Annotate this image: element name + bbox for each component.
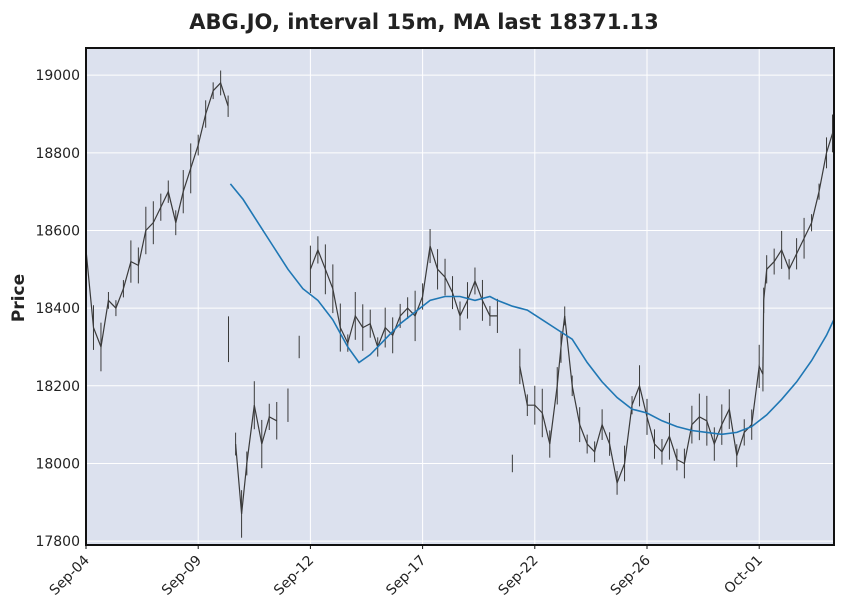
x-tick-label: Sep-04 [47,552,93,598]
y-tick-labels: 17800 18000 18200 18400 18600 18800 19000 [35,68,80,550]
y-tick-label: 19000 [35,68,80,84]
moving-average-series [229,183,835,436]
y-axis-label: Price [9,274,29,322]
x-tick-label: Sep-09 [159,553,205,599]
y-tick-label: 18200 [35,379,80,395]
x-tick-labels: Sep-04 Sep-09 Sep-12 Sep-17 Sep-22 Sep-26 Oct-… [47,552,766,598]
x-tick-label: Sep-12 [271,553,317,599]
y-tick-label: 18400 [35,301,80,317]
x-tick-label: Sep-17 [383,553,429,599]
y-tick-label: 18600 [35,223,80,239]
y-tick-label: 17800 [35,534,80,550]
x-tick-label: Sep-26 [608,552,654,598]
chart-title: ABG.JO, interval 15m, MA last 18371.13 [189,10,658,34]
x-tick-label: Oct-01 [721,553,766,598]
price-series [85,70,834,538]
price-line [309,245,498,349]
x-tick-label: Sep-22 [495,553,541,599]
price-line [519,133,834,486]
series-layer [85,70,835,538]
y-tick-label: 18800 [35,146,80,162]
y-tick-label: 18000 [35,456,80,472]
plot-frame [85,47,835,546]
moving-average-line [229,183,835,436]
price-line [235,405,277,514]
price-line [85,81,229,350]
